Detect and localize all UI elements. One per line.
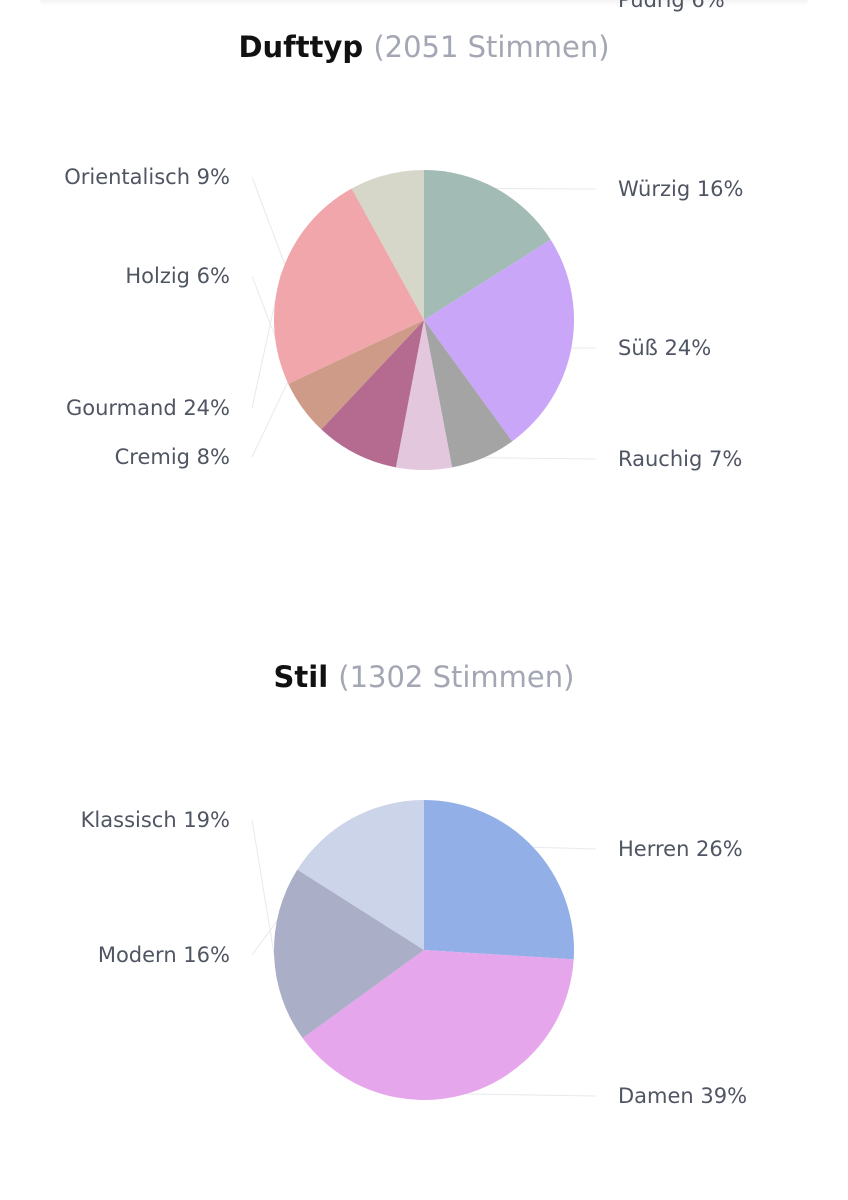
stil-title: Stil [273, 660, 329, 694]
slice-label-suess: Süß 24% [618, 336, 711, 360]
slice-label-klassisch: Klassisch 19% [81, 808, 230, 832]
slice-label-gourmand: Gourmand 24% [66, 396, 230, 420]
label-connector [483, 457, 597, 460]
slice-label-rauchig: Rauchig 7% [618, 447, 742, 471]
slice-label-herren: Herren 26% [618, 837, 743, 861]
dufttyp-chart-section: Dufttyp (2051 Stimmen) Würzig 16% Süß 24%… [0, 0, 848, 471]
stil-vote-count: (1302 Stimmen) [338, 660, 575, 694]
pie-slice-cremig[interactable] [351, 170, 424, 320]
pie-slice-klassisch[interactable] [274, 869, 424, 1039]
pie-slice-gourmand[interactable] [274, 188, 424, 384]
slice-label-damen: Damen 39% [618, 1084, 747, 1108]
dufttyp-vote-count: (2051 Stimmen) [373, 30, 610, 64]
pie-slice-orientalisch[interactable] [321, 320, 424, 468]
pie-slice-suess[interactable] [424, 239, 574, 442]
pie-slice-wuerzig[interactable] [424, 170, 551, 320]
slice-label-holzig: Holzig 6% [125, 264, 230, 288]
label-connector [251, 819, 275, 955]
card-top-edge [40, 0, 808, 6]
pie-slice-modern[interactable] [297, 800, 424, 950]
stil-heading: Stil (1302 Stimmen) [0, 660, 848, 694]
stil-pie-chart: Herren 26% Damen 39% Klassisch 19% Modern 1… [81, 800, 747, 1108]
label-connector [533, 846, 597, 850]
pie-slice-damen[interactable] [302, 950, 574, 1100]
dufttyp-pie-chart: Würzig 16% Süß 24% Rauchig 7% Pudrig 6% Orie… [64, 0, 744, 471]
slice-label-pudrig: Pudrig 6% [618, 0, 725, 12]
label-connector [465, 1093, 597, 1097]
dufttyp-heading: Dufttyp (2051 Stimmen) [0, 30, 848, 64]
slice-label-orientalisch: Orientalisch 9% [64, 165, 230, 189]
pie-slice-rauchig[interactable] [424, 320, 513, 468]
dufttyp-title: Dufttyp [238, 30, 364, 64]
stil-chart-section: Stil (1302 Stimmen) Herren 26% Damen 39% K… [0, 630, 848, 1170]
pie-slice-holzig[interactable] [288, 320, 424, 430]
pie-slice-herren[interactable] [424, 800, 574, 960]
slice-label-modern: Modern 16% [98, 943, 230, 967]
slice-label-wuerzig: Würzig 16% [618, 177, 744, 201]
slice-label-cremig: Cremig 8% [115, 445, 230, 469]
pie-slice-pudrig[interactable] [395, 320, 453, 470]
